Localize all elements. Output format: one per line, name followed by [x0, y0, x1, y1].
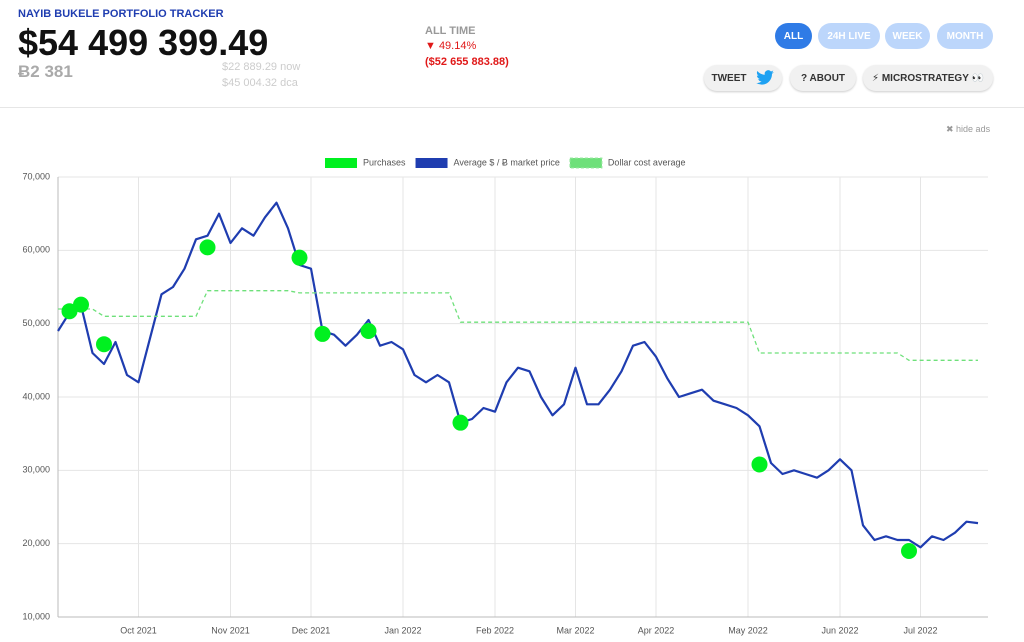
y-tick-label: 70,000 [22, 171, 50, 181]
period-label: ALL TIME [425, 25, 476, 37]
portfolio-value: $54 499 399.49 [18, 22, 269, 63]
x-tick-label: Mar 2022 [556, 625, 594, 635]
y-tick-label: 20,000 [22, 538, 50, 548]
range-button[interactable]: WEEK [885, 23, 930, 49]
change-pct: ▼ 49.14% [425, 40, 477, 52]
legend-label: Average $ / Ƀ market price [454, 157, 560, 167]
range-button[interactable]: 24H LIVE [818, 23, 880, 49]
app-title: NAYIB BUKELE PORTFOLIO TRACKER [18, 8, 224, 20]
header: NAYIB BUKELE PORTFOLIO TRACKER $54 499 3… [0, 0, 1024, 108]
legend-label: Dollar cost average [608, 157, 686, 167]
purchase-point [901, 543, 917, 559]
now-price: $22 889.29 now [222, 61, 301, 73]
x-tick-label: Feb 2022 [476, 625, 514, 635]
change-abs: ($52 655 883.88) [425, 56, 509, 68]
legend-swatch [415, 158, 448, 168]
twitter-icon [755, 70, 774, 85]
dca-line [58, 290, 978, 361]
range-button[interactable]: ALL [775, 23, 812, 49]
x-tick-label: Dec 2021 [292, 625, 331, 635]
about-button[interactable]: ? ABOUT [790, 65, 856, 91]
purchase-point [751, 456, 768, 473]
x-tick-label: Jan 2022 [384, 625, 421, 635]
btc-holdings: Ƀ2 381 [18, 62, 73, 81]
tweet-button[interactable]: TWEET [704, 65, 782, 91]
y-tick-label: 40,000 [22, 391, 50, 401]
legend-label: Purchases [363, 157, 406, 167]
x-tick-label: Apr 2022 [638, 625, 675, 635]
dca-price: $45 004.32 dca [222, 77, 298, 89]
legend-swatch [569, 157, 603, 169]
hide-ads[interactable]: ✖ hide ads [946, 124, 991, 134]
y-tick-label: 50,000 [22, 318, 50, 328]
y-tick-label: 10,000 [22, 611, 50, 621]
x-tick-label: Jun 2022 [821, 625, 858, 635]
x-tick-label: Oct 2021 [120, 625, 157, 635]
price-line [57, 201, 979, 549]
y-tick-label: 30,000 [22, 465, 50, 475]
tweet-label: TWEET [711, 72, 747, 84]
purchase-point [73, 296, 89, 313]
x-tick-label: May 2022 [728, 625, 768, 635]
purchase-point [360, 323, 377, 339]
x-tick-label: Nov 2021 [211, 625, 250, 635]
purchase-point [199, 239, 216, 256]
purchase-point [96, 336, 112, 353]
microstrategy-button[interactable]: ⚡ MICROSTRATEGY 👀 [863, 65, 993, 91]
purchase-point [291, 249, 308, 266]
x-tick-label: Jul 2022 [903, 625, 937, 635]
purchase-point [314, 325, 331, 342]
range-button[interactable]: MONTH [937, 23, 993, 49]
purchase-point [452, 414, 469, 431]
legend-swatch [325, 158, 357, 168]
y-tick-label: 60,000 [22, 245, 50, 255]
